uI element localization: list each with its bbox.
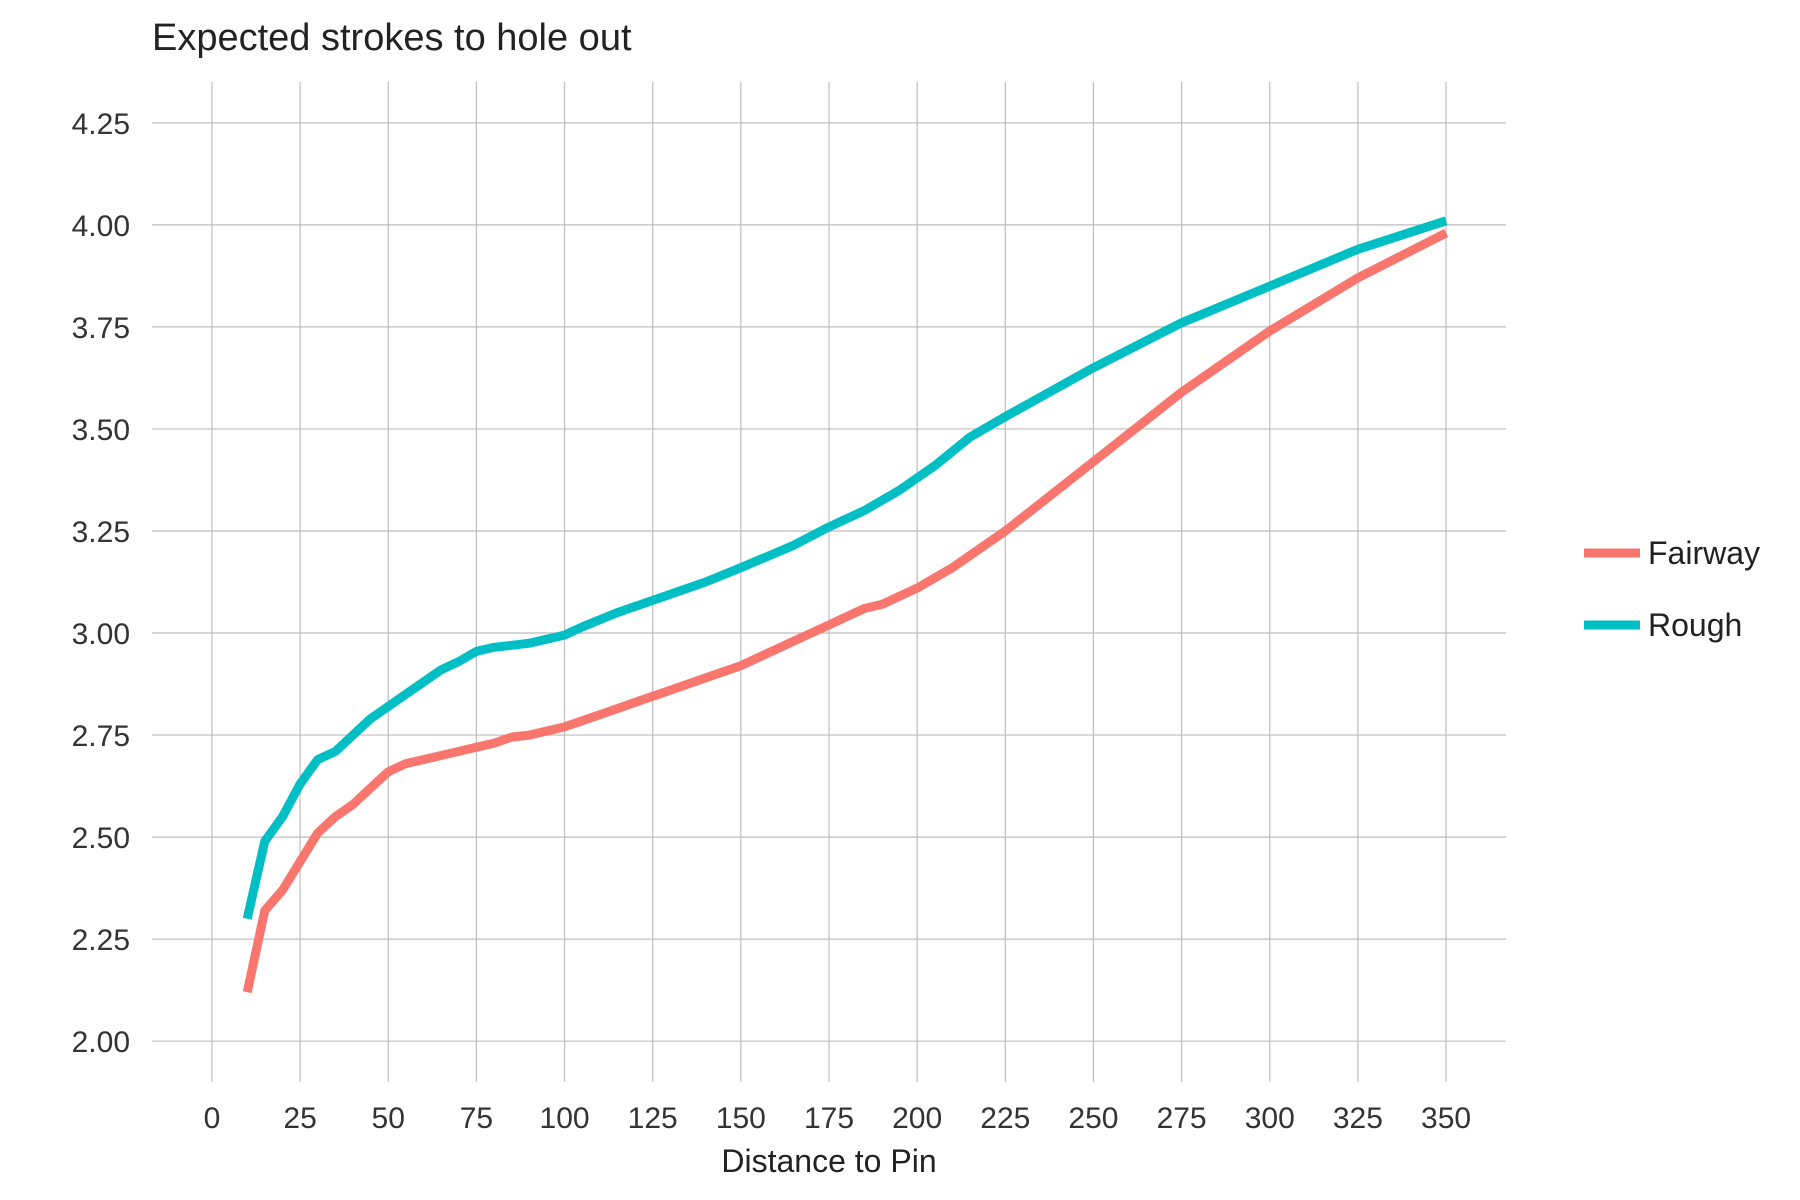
y-tick-label: 3.00 (72, 618, 130, 651)
series-lines (242, 216, 1449, 994)
y-tick-label: 4.25 (72, 108, 130, 141)
x-tick-label: 250 (1068, 1102, 1118, 1135)
x-tick-label: 200 (892, 1102, 942, 1135)
series-line-rough (242, 216, 1448, 920)
grid (152, 82, 1506, 1082)
x-tick-label: 0 (204, 1102, 221, 1135)
x-tick-label: 275 (1157, 1102, 1207, 1135)
x-axis-tick-labels: 0 25 50 75 100 125 150 175 200 225 250 275 300 325 350 (204, 1102, 1471, 1135)
x-tick-label: 150 (716, 1102, 766, 1135)
x-tick-label: 225 (980, 1102, 1030, 1135)
x-tick-label: 350 (1421, 1102, 1471, 1135)
x-axis-title: Distance to Pin (721, 1143, 936, 1179)
x-tick-label: 125 (628, 1102, 678, 1135)
x-tick-label: 100 (540, 1102, 590, 1135)
x-tick-label: 25 (283, 1102, 316, 1135)
y-tick-label: 2.00 (72, 1026, 130, 1059)
y-tick-label: 3.50 (72, 414, 130, 447)
y-tick-label: 2.25 (72, 924, 130, 957)
x-tick-label: 75 (460, 1102, 493, 1135)
y-tick-label: 2.75 (72, 720, 130, 753)
legend: Fairway Rough (1584, 535, 1760, 643)
chart-title: Expected strokes to hole out (152, 17, 632, 59)
legend-label-fairway: Fairway (1648, 535, 1760, 571)
y-tick-label: 3.75 (72, 312, 130, 345)
legend-label-rough: Rough (1648, 607, 1742, 643)
x-tick-label: 300 (1245, 1102, 1295, 1135)
y-tick-label: 2.50 (72, 822, 130, 855)
x-tick-label: 175 (804, 1102, 854, 1135)
x-tick-label: 50 (372, 1102, 405, 1135)
y-tick-label: 3.25 (72, 516, 130, 549)
y-axis-tick-labels: 2.00 2.25 2.50 2.75 3.00 3.25 3.50 3.75 4.00 4.25 (72, 108, 130, 1059)
series-line-fairway (242, 228, 1449, 994)
y-tick-label: 4.00 (72, 210, 130, 243)
x-tick-label: 325 (1333, 1102, 1383, 1135)
